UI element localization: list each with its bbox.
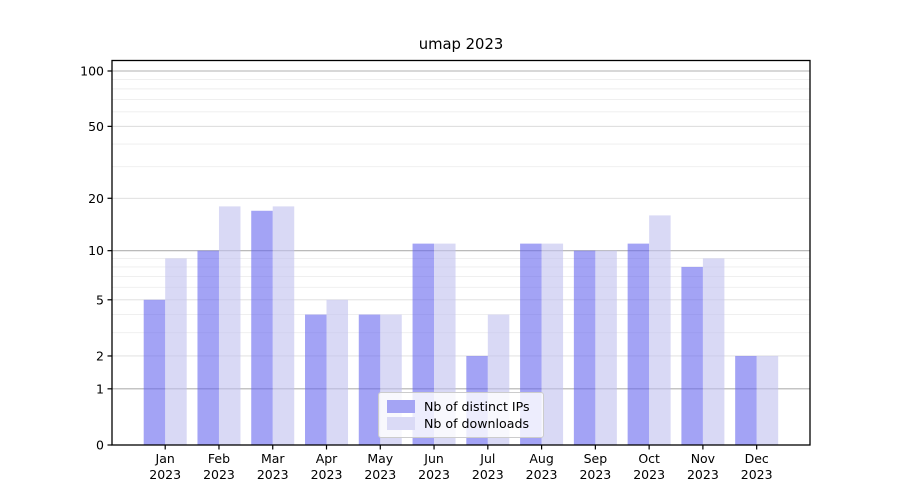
legend-label-downloads: Nb of downloads	[424, 416, 530, 432]
x-tick-label-month: Nov	[691, 451, 716, 466]
y-tick-label: 2	[96, 348, 104, 363]
x-tick-label-year: 2023	[741, 467, 773, 482]
x-tick-label-month: Jul	[479, 451, 495, 466]
legend-label-distinct-ips: Nb of distinct IPs	[424, 398, 530, 414]
x-tick-label-year: 2023	[257, 467, 289, 482]
x-tick-label-year: 2023	[203, 467, 235, 482]
bar-distinct-ips	[143, 299, 166, 445]
x-tick-label-year: 2023	[633, 467, 665, 482]
x-tick-label-month: Dec	[745, 451, 769, 466]
x-tick-label-year: 2023	[579, 467, 611, 482]
x-tick-label-year: 2023	[364, 467, 396, 482]
bar-distinct-ips	[627, 243, 650, 445]
bar-downloads	[326, 299, 349, 445]
bar-distinct-ips	[573, 250, 596, 445]
bar-distinct-ips	[197, 250, 219, 445]
legend-item-downloads: Nb of downloads	[387, 416, 535, 431]
chart-title: umap 2023	[418, 36, 504, 53]
y-tick-label: 10	[88, 243, 104, 258]
x-tick-label-year: 2023	[418, 467, 450, 482]
y-tick-label: 0	[96, 438, 104, 453]
x-tick-label-year: 2023	[526, 467, 558, 482]
bar-downloads	[272, 206, 295, 445]
bar-distinct-ips	[358, 314, 381, 445]
bar-downloads	[756, 355, 779, 445]
legend: Nb of distinct IPs Nb of downloads	[378, 392, 544, 438]
x-tick-label-month: Oct	[638, 451, 660, 466]
bar-downloads	[702, 258, 725, 445]
x-tick-label-year: 2023	[472, 467, 504, 482]
legend-swatch-downloads	[387, 417, 415, 431]
legend-item-distinct-ips: Nb of distinct IPs	[387, 399, 535, 414]
bar-distinct-ips	[735, 355, 757, 445]
x-tick-label-month: Apr	[316, 451, 338, 466]
legend-swatch-distinct-ips	[387, 399, 415, 413]
bar-downloads	[218, 206, 241, 445]
bar-downloads	[541, 243, 564, 445]
y-tick-label: 20	[88, 191, 104, 206]
x-tick-label-month: May	[367, 451, 393, 466]
x-tick-label-year: 2023	[311, 467, 343, 482]
bar-downloads	[165, 258, 187, 445]
bar-distinct-ips	[305, 314, 327, 445]
x-tick-label-month: Sep	[584, 451, 608, 466]
bar-downloads	[595, 250, 617, 445]
y-tick-label: 50	[88, 119, 104, 134]
x-tick-label-month: Mar	[261, 451, 285, 466]
bar-distinct-ips	[251, 210, 273, 445]
y-tick-label: 1	[96, 381, 104, 396]
bar-downloads	[649, 215, 671, 445]
x-tick-label-year: 2023	[149, 467, 181, 482]
plot-border	[111, 59, 811, 446]
x-tick-label-year: 2023	[687, 467, 719, 482]
x-tick-label-month: Aug	[529, 451, 553, 466]
y-tick-label: 5	[96, 292, 104, 307]
x-tick-label-month: Jun	[423, 451, 444, 466]
bar-distinct-ips	[681, 266, 703, 445]
x-tick-label-month: Feb	[208, 451, 230, 466]
y-tick-label: 100	[80, 63, 104, 78]
x-tick-label-month: Jan	[155, 451, 175, 466]
